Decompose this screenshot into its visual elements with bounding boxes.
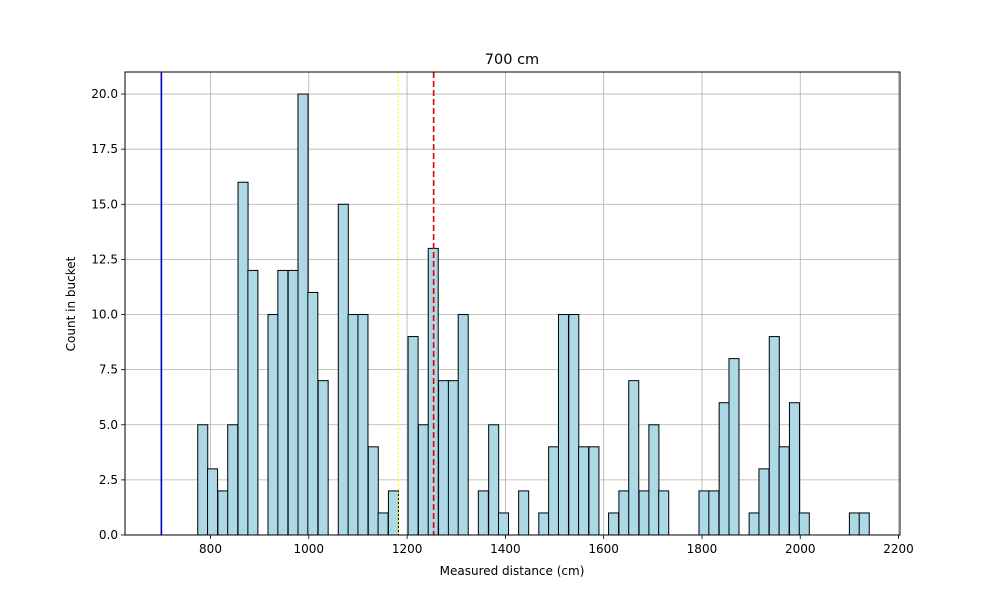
histogram-bar — [417, 424, 429, 536]
histogram-bar — [447, 380, 459, 536]
histogram-bar — [247, 269, 259, 536]
histogram-bar — [798, 512, 810, 536]
x-tick-label: 2200 — [883, 542, 914, 556]
histogram-bar — [748, 512, 760, 536]
histogram-bar — [848, 512, 860, 536]
histogram-bar — [217, 490, 229, 536]
histogram-bar — [337, 203, 349, 536]
histogram-bar — [628, 380, 640, 536]
y-tick-label: 7.5 — [99, 363, 118, 377]
y-tick-label: 2.5 — [99, 473, 118, 487]
histogram-bar — [518, 490, 530, 536]
histogram-bar — [457, 314, 469, 536]
histogram-bar — [277, 269, 289, 536]
histogram-bar — [638, 490, 650, 536]
histogram-bar — [488, 424, 500, 536]
histogram-bar — [858, 512, 870, 536]
y-tick-label: 17.5 — [91, 142, 118, 156]
histogram-bar — [357, 314, 369, 536]
histogram-bar — [648, 424, 660, 536]
histogram-bar — [557, 314, 569, 536]
histogram-bar — [658, 490, 670, 536]
histogram-bar — [307, 291, 319, 536]
histogram-bar — [548, 446, 560, 536]
histogram-bar — [728, 358, 740, 536]
y-tick-label: 0.0 — [99, 528, 118, 542]
histogram-bar — [297, 93, 309, 536]
x-tick-label: 1400 — [490, 542, 521, 556]
histogram-bar — [718, 402, 730, 536]
histogram-bar — [438, 380, 450, 536]
y-tick-label: 5.0 — [99, 418, 118, 432]
y-axis-label: Count in bucket — [64, 256, 78, 351]
histogram-bar — [407, 336, 419, 536]
histogram-bar — [347, 314, 359, 536]
histogram-bar — [618, 490, 630, 536]
x-axis-label: Measured distance (cm) — [440, 564, 585, 578]
histogram-bar — [287, 269, 299, 536]
y-tick-label: 15.0 — [91, 197, 118, 211]
histogram-bar — [768, 336, 780, 536]
y-tick-label: 12.5 — [91, 252, 118, 266]
histogram-bar — [578, 446, 590, 536]
x-tick-label: 2000 — [785, 542, 816, 556]
x-tick-label: 800 — [199, 542, 222, 556]
x-tick-label: 1800 — [687, 542, 718, 556]
histogram-bar — [538, 512, 550, 536]
y-tick-label: 20.0 — [91, 87, 118, 101]
reference-lines — [160, 72, 435, 535]
histogram-bar — [758, 468, 770, 536]
histogram-bar — [708, 490, 720, 536]
histogram-bar — [497, 512, 510, 536]
histogram-bar — [387, 490, 399, 536]
histogram-bar — [197, 424, 209, 536]
x-tick-label: 1000 — [294, 542, 325, 556]
histogram-bar — [237, 181, 249, 536]
histogram-bar — [267, 314, 279, 536]
histogram-bar — [317, 380, 329, 536]
histogram-bar — [227, 424, 239, 536]
histogram-bar — [778, 446, 790, 536]
histogram-bar — [477, 490, 489, 536]
chart-title: 700 cm — [485, 52, 539, 68]
axis-ticks: 800 1000 1200 1400 1600 1800 2000 2200 0.0 2.5 5.0… — [91, 87, 914, 556]
x-tick-label: 1600 — [588, 542, 619, 556]
histogram-bar — [698, 490, 710, 536]
histogram-bar — [608, 512, 620, 536]
histogram-bar — [367, 446, 379, 536]
histogram-bar — [588, 446, 600, 536]
plot-frame — [124, 71, 901, 536]
histogram-bar — [568, 314, 580, 536]
histogram-bar — [207, 468, 219, 536]
histogram-bar — [377, 512, 389, 536]
y-tick-label: 10.0 — [91, 308, 118, 322]
histogram-bar — [788, 402, 800, 536]
x-tick-label: 1200 — [392, 542, 423, 556]
